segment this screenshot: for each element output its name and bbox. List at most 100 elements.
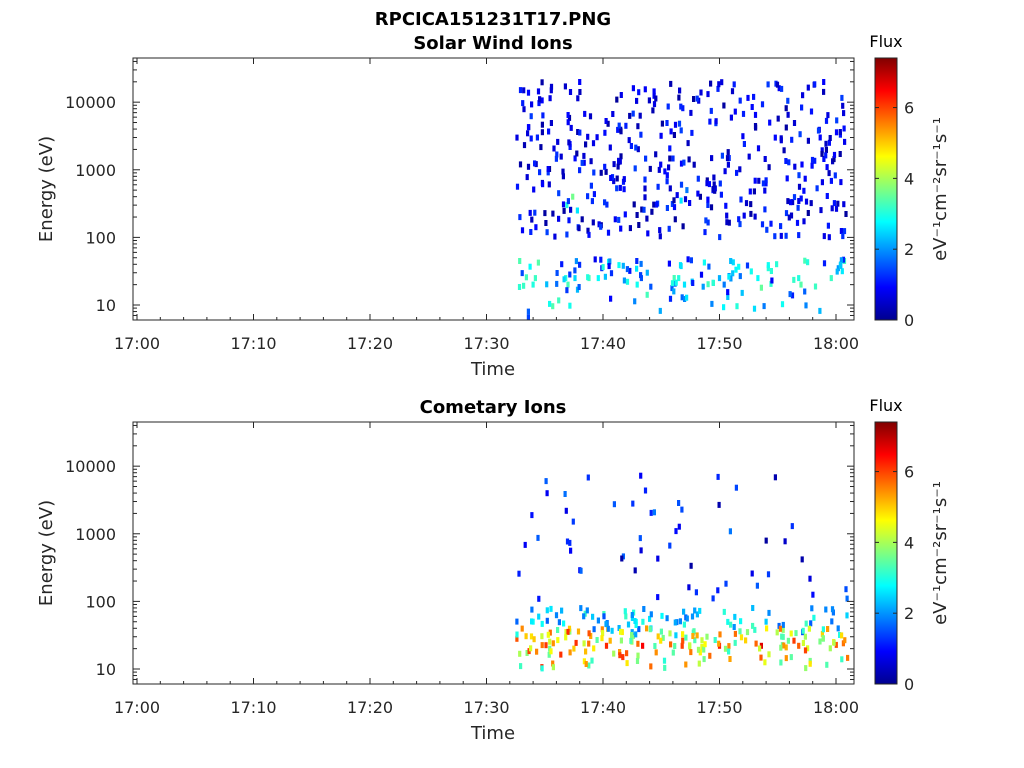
flux-cell: [609, 295, 613, 302]
flux-cell: [587, 640, 591, 647]
x-tick-label: 17:50: [696, 334, 742, 353]
flux-cell: [788, 291, 792, 298]
flux-cell: [630, 632, 634, 638]
flux-cell: [697, 660, 701, 667]
flux-cell: [530, 512, 534, 519]
x-tick-label: 17:10: [230, 334, 276, 353]
flux-cell: [577, 284, 581, 290]
plot-frame: [132, 57, 855, 321]
flux-cell: [735, 169, 739, 176]
flux-cell: [643, 487, 648, 494]
flux-cell: [656, 633, 660, 640]
flux-cell: [592, 169, 596, 176]
flux-cell: [649, 663, 653, 670]
x-tick-label: 17:00: [114, 698, 160, 717]
flux-cell: [773, 474, 777, 481]
flux-cell: [582, 152, 586, 159]
flux-cell: [789, 199, 793, 206]
flux-cell: [769, 280, 773, 287]
flux-cell: [792, 194, 797, 201]
colorbar-tick-label: 0: [904, 675, 914, 694]
flux-cell: [748, 188, 752, 195]
flux-cell: [639, 272, 643, 279]
flux-cell: [734, 484, 738, 491]
flux-cell: [786, 97, 790, 104]
flux-cell: [806, 137, 810, 144]
flux-cell: [604, 168, 608, 175]
flux-cell: [706, 196, 710, 203]
flux-cell: [580, 216, 584, 223]
flux-cell: [842, 228, 847, 235]
flux-cell: [781, 621, 785, 628]
flux-cell: [540, 633, 544, 640]
flux-cell: [652, 101, 657, 108]
flux-cell: [585, 607, 589, 614]
flux-cell: [708, 652, 712, 659]
flux-cell: [658, 227, 662, 234]
flux-cell: [565, 231, 569, 238]
flux-cell: [795, 219, 800, 226]
flux-cell: [555, 280, 559, 287]
flux-cell: [529, 113, 533, 120]
flux-cell: [618, 649, 622, 655]
y-axis: 10 100 1000 10000: [65, 60, 854, 321]
flux-cell: [577, 225, 581, 232]
flux-cell: [797, 642, 801, 649]
flux-cell: [680, 506, 684, 513]
flux-cell: [567, 625, 572, 632]
flux-cell: [590, 657, 594, 664]
flux-cell: [790, 136, 794, 143]
y-tick-label: 10: [96, 296, 116, 315]
flux-cell: [549, 87, 553, 94]
flux-cell: [616, 126, 620, 133]
flux-cell: [668, 185, 672, 192]
flux-cell: [603, 273, 607, 280]
flux-cell: [751, 622, 755, 629]
flux-cell: [537, 100, 541, 107]
flux-cell: [678, 262, 683, 269]
flux-cell: [627, 137, 631, 144]
flux-cell: [565, 287, 569, 294]
flux-cell: [712, 174, 716, 181]
flux-cell: [672, 288, 676, 295]
flux-cell: [716, 473, 720, 480]
flux-cell: [634, 631, 638, 638]
flux-cell: [734, 266, 738, 273]
flux-cell: [565, 202, 569, 209]
flux-cell: [568, 539, 572, 546]
flux-cell: [833, 172, 837, 179]
flux-cell: [573, 155, 577, 162]
y-tick-label: 100: [85, 592, 116, 611]
flux-cell: [547, 651, 551, 658]
flux-cell: [659, 161, 663, 168]
flux-cell: [529, 633, 534, 640]
flux-cell: [607, 263, 611, 270]
flux-cell: [779, 659, 783, 666]
flux-cell: [765, 625, 769, 632]
flux-cell: [710, 300, 714, 307]
flux-cell: [603, 129, 607, 136]
flux-cell: [750, 104, 754, 110]
flux-cell: [827, 170, 831, 177]
flux-cell: [801, 627, 805, 634]
flux-cell: [770, 277, 774, 284]
flux-cell: [521, 100, 525, 107]
flux-cell: [669, 641, 673, 648]
flux-cell: [681, 105, 685, 112]
flux-cell: [818, 638, 822, 645]
flux-cell: [838, 151, 842, 157]
flux-cell: [751, 605, 755, 611]
spectrogram-cells: [515, 472, 850, 672]
colorbar-tick-label: 4: [904, 533, 914, 552]
flux-cell: [648, 615, 652, 622]
flux-cell: [645, 269, 649, 276]
flux-cell: [578, 79, 582, 85]
colorbar-tick-label: 6: [904, 99, 914, 118]
flux-cell: [573, 275, 577, 282]
flux-cell: [582, 640, 586, 647]
flux-cell: [790, 292, 795, 299]
flux-cell: [524, 633, 528, 640]
flux-cell: [522, 106, 526, 113]
flux-cell: [515, 183, 520, 190]
flux-cell: [820, 150, 824, 157]
